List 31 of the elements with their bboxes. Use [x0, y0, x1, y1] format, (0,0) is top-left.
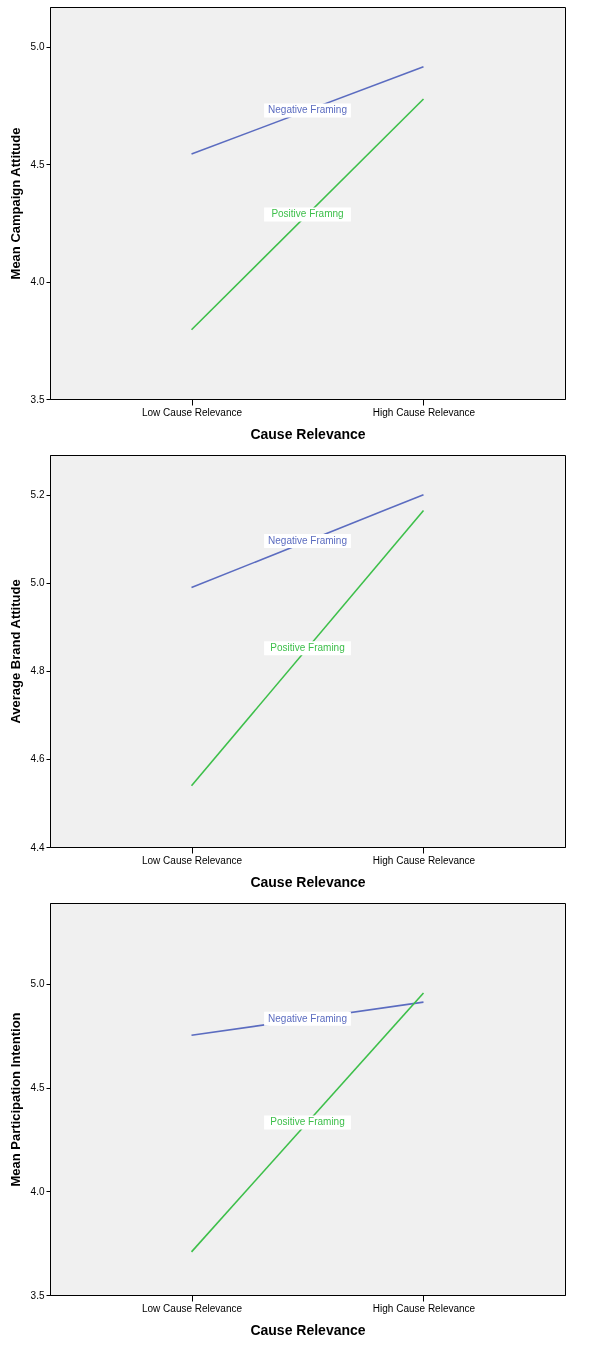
x-axis-title: Cause Relevance: [250, 1321, 366, 1338]
x-tick-label: High Cause Relevance: [372, 406, 476, 418]
series-label: Negative Framing: [268, 104, 347, 116]
y-axis-title: Mean Participation Intention: [7, 1012, 23, 1187]
y-axis-title: Average Brand Attitude: [7, 579, 23, 724]
y-tick-label: 4.8: [30, 665, 45, 677]
x-axis-title: Cause Relevance: [250, 873, 366, 890]
series-label: Negative Framing: [268, 1012, 347, 1024]
x-tick-label: Low Cause Relevance: [141, 1302, 243, 1314]
y-tick-label: 4.0: [30, 1185, 45, 1197]
x-tick-label: High Cause Relevance: [372, 854, 476, 866]
y-tick-label: 4.4: [30, 841, 45, 853]
y-tick-label: 4.0: [30, 276, 45, 288]
x-tick-label: Low Cause Relevance: [141, 406, 243, 418]
y-tick-label: 4.5: [30, 1082, 45, 1094]
y-tick-label: 3.5: [30, 1289, 45, 1301]
y-tick-label: 5.0: [30, 577, 45, 589]
y-tick-label: 5.2: [30, 489, 45, 501]
y-tick-label: 4.6: [30, 753, 45, 765]
y-tick-label: 5.0: [30, 978, 45, 990]
x-tick-label: Low Cause Relevance: [141, 854, 243, 866]
series-label: Positive Framing: [270, 1116, 345, 1128]
y-tick-label: 4.5: [30, 158, 45, 170]
y-tick-label: 3.5: [30, 393, 45, 405]
series-label: Positive Framng: [271, 208, 344, 220]
series-label: Positive Framing: [270, 642, 345, 654]
y-tick-label: 5.0: [30, 41, 45, 53]
x-axis-title: Cause Relevance: [250, 425, 366, 442]
x-tick-label: High Cause Relevance: [372, 1302, 476, 1314]
series-label: Negative Framing: [268, 535, 347, 547]
y-axis-title: Mean Campaign Attitude: [7, 127, 23, 280]
